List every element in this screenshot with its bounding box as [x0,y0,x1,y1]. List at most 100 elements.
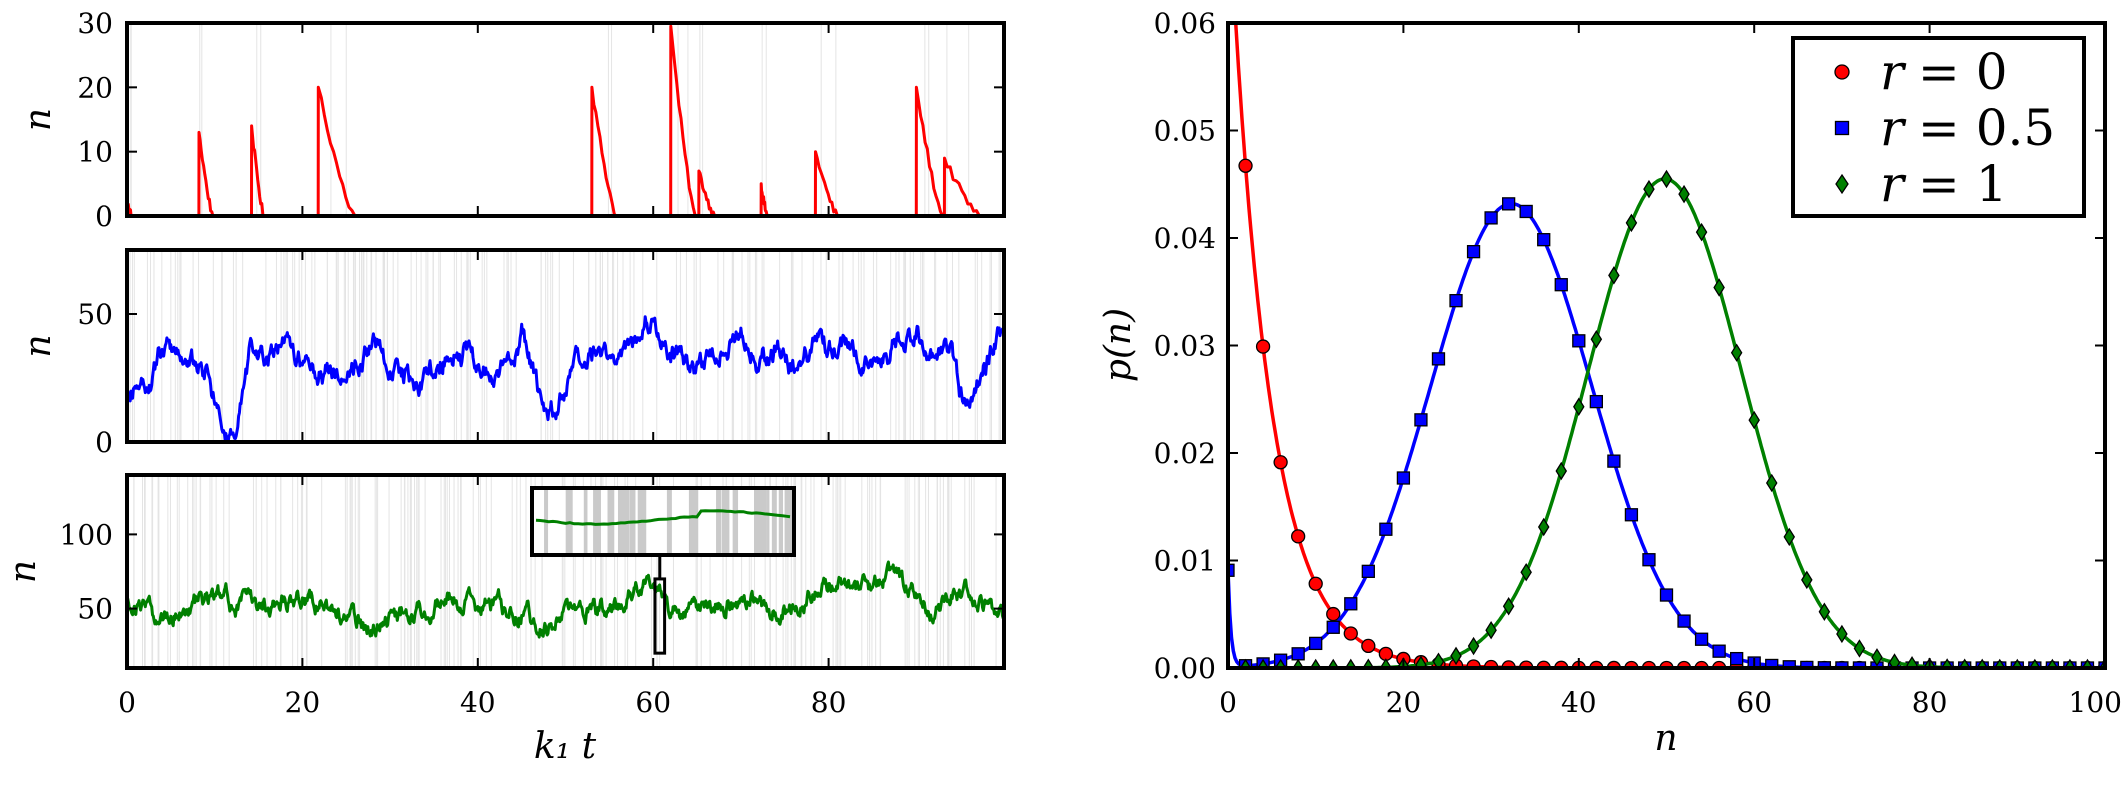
zoom-event-band [722,488,726,555]
data-point [1362,658,1375,668]
y-tick-label: 50 [77,593,113,626]
data-point [1608,266,1620,285]
data-point [1327,658,1340,668]
data-point [1906,656,1918,668]
legend-marker [1835,173,1849,195]
data-point [1484,211,1498,225]
legend-label-var: r [1880,43,1907,101]
zoom-event-band [754,488,761,555]
data-point [1818,602,1831,621]
data-point [1958,658,1971,668]
zoom-event-band [593,488,597,555]
data-point [1888,653,1901,668]
x-tick-label: 0 [1219,686,1237,719]
data-point [1853,639,1866,658]
data-point [1765,473,1778,493]
zoom-inset-line [535,509,791,526]
legend-marker [1834,64,1850,80]
data-point [1555,461,1568,481]
legend-label: r = 0.5 [1880,99,2055,157]
axes-frame [125,473,1006,670]
legend-label-value: = 1 [1918,155,2008,213]
legend-label: r = 0 [1880,43,2008,101]
x-tick-label: 20 [285,686,321,719]
zoom-event-band [595,488,601,555]
zoom-event-band [732,488,739,555]
zoom-event-band [778,488,784,555]
zoom-event-band [784,488,793,555]
series-square [1228,197,2105,668]
data-point [1713,278,1725,297]
data-point [1519,204,1533,219]
legend-label-var: r [1880,99,1907,157]
axes-frame [125,248,1006,444]
data-point [1537,233,1551,247]
y-axis-label: n [18,334,59,357]
data-point [1273,455,1288,470]
series-line-middle [126,315,1006,443]
zoom-event-band [725,488,730,555]
y-tick-label: 100 [60,518,113,551]
data-point [1343,626,1358,641]
zoom-inset-frame [530,486,796,557]
data-point [1941,658,1953,668]
data-point [1694,632,1709,646]
y-tick-label: 50 [77,298,113,331]
y-tick-label: 0.02 [1154,437,1216,470]
series-line-top [125,24,1004,218]
data-point [1643,179,1655,199]
data-point [1380,658,1392,668]
data-point [1326,620,1340,634]
data-point [1976,658,1988,668]
data-point [1871,648,1883,667]
data-point [1572,334,1586,348]
y-tick-label: 0.00 [1154,652,1216,685]
data-point [1537,517,1550,537]
data-point [1801,570,1813,590]
zoom-event-band [759,488,767,555]
data-point [1573,397,1585,416]
zoom-event-band [688,488,694,555]
y-tick-label: 0.06 [1154,7,1216,40]
legend-label-value: = 0.5 [1918,99,2055,157]
y-tick-label: 0.03 [1154,330,1216,363]
data-point [1228,563,1235,577]
x-axis-label: n [1654,718,1677,759]
y-axis-label: n [18,108,59,131]
y-tick-label: 0.04 [1154,222,1216,255]
y-axis-label: n [3,560,44,583]
data-point [1748,410,1760,430]
y-tick-label: 0 [95,426,113,459]
data-point [1449,294,1463,308]
data-point [1589,394,1603,409]
data-point [1520,562,1532,582]
event-lines [130,23,970,216]
subplot-top: 0 10 20 30 n [18,7,1006,233]
data-point [1345,658,1357,668]
y-axis-label: p(n) [1098,308,1139,382]
data-point [1501,197,1516,211]
data-point [2029,658,2041,668]
data-point [1607,454,1621,468]
data-point [1257,658,1269,668]
y-tick-label: 20 [77,71,113,104]
data-point [1660,169,1673,189]
x-tick-label: 20 [1386,686,1422,719]
zoom-event-band [767,488,770,555]
x-tick-label: 80 [1912,686,1948,719]
left-panel: 0 10 20 30 n 0 50 n 50 100 n 0 20 40 60 80 k₁ t [3,7,1006,767]
subplot-middle: 0 50 n [18,248,1006,459]
x-tick-label: 60 [635,686,671,719]
data-point [1625,213,1638,233]
zoom-event-band [610,488,615,555]
series-line-bottom [125,560,1006,639]
y-tick-label: 30 [77,7,113,40]
data-point [1624,508,1639,522]
data-point [1292,658,1304,668]
data-point [1255,339,1271,354]
zoom-event-band [694,488,699,555]
data-point [1309,658,1322,668]
zoom-event-band [716,488,722,555]
data-point [1414,413,1428,427]
data-point [1659,588,1674,602]
